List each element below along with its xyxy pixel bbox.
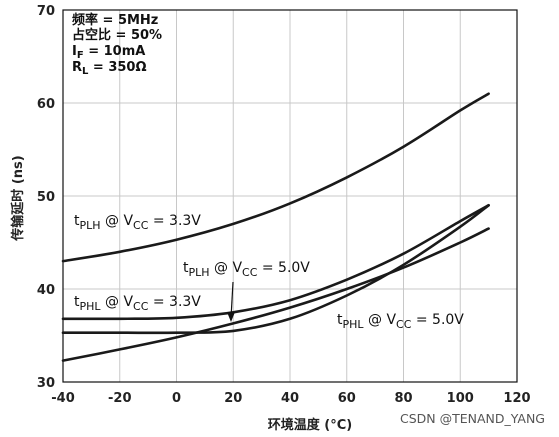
grid <box>63 10 517 382</box>
x-tick-label: -40 <box>51 391 75 406</box>
y-tick-label: 50 <box>37 190 55 205</box>
y-tick-label: 70 <box>37 4 55 19</box>
series-label-tplh-3v3: tPLH @ VCC = 3.3V <box>74 213 201 232</box>
series-line-0 <box>61 92 490 263</box>
tick-labels: -40 -20 0 20 40 60 80 100 120 30 40 50 60 70 <box>37 4 531 406</box>
plot-frame <box>62 9 518 383</box>
y-tick-label: 60 <box>37 97 55 112</box>
x-tick-label: 120 <box>503 391 530 406</box>
watermark: CSDN @TENAND_YANG <box>400 411 545 426</box>
condition-frequency: 频率 = 5MHz <box>72 12 158 28</box>
x-tick-label: 0 <box>172 391 181 406</box>
condition-rl: RL = 350Ω <box>72 60 147 77</box>
series-label-tplh-5v0: tPLH @ VCC = 5.0V <box>183 260 310 279</box>
condition-duty-cycle: 占空比 = 50% <box>72 27 162 43</box>
x-axis-label: 环境温度 (°C) <box>268 417 352 433</box>
x-tick-label: 20 <box>224 391 242 406</box>
series-line-2 <box>61 204 490 321</box>
y-tick-label: 30 <box>37 376 55 391</box>
curves <box>61 92 490 362</box>
series-line-3 <box>61 227 490 362</box>
curve-labels: tPLH @ VCC = 3.3V tPLH @ VCC = 5.0V tPHL… <box>74 213 464 331</box>
series-label-tphl-3v3: tPHL @ VCC = 3.3V <box>74 294 201 313</box>
y-tick-label: 40 <box>37 283 55 298</box>
x-tick-label: 60 <box>338 391 356 406</box>
x-tick-label: -20 <box>108 391 132 406</box>
condition-if: IF = 10mA <box>72 44 145 61</box>
conditions-box: 频率 = 5MHz 占空比 = 50% IF = 10mA RL = 350Ω <box>72 12 162 77</box>
arrow-head-icon <box>227 312 235 322</box>
x-tick-label: 80 <box>394 391 412 406</box>
x-tick-label: 40 <box>281 391 299 406</box>
series-line-1 <box>61 204 490 335</box>
x-tick-label: 100 <box>447 391 474 406</box>
series-label-tphl-5v0: tPHL @ VCC = 5.0V <box>337 312 464 331</box>
y-axis-label: 传输延时 (ns) <box>10 155 26 241</box>
